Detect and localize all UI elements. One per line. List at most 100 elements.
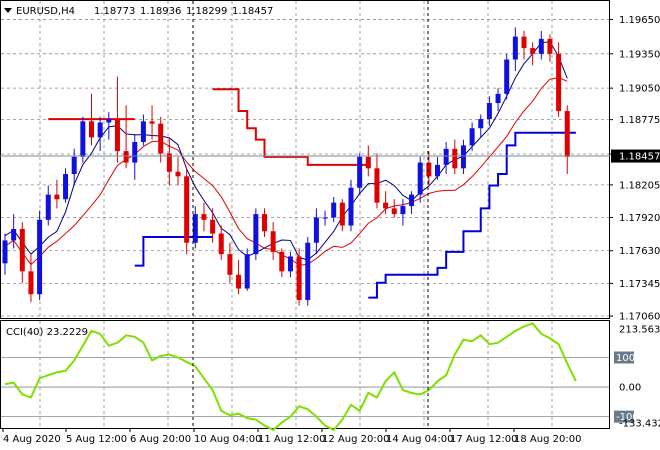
candle-body <box>2 240 8 264</box>
close-value: 1.18457 <box>232 6 273 17</box>
current-price-tag <box>611 149 660 163</box>
cci-tick-label: -100 <box>616 412 639 423</box>
candle-body <box>409 194 415 207</box>
candle-body <box>97 122 103 138</box>
candle-body <box>253 214 259 255</box>
price-tick-label: 1.17060 <box>619 312 660 323</box>
high-value: 1.18936 <box>140 6 181 17</box>
cci-line <box>4 322 577 432</box>
candle-body <box>19 228 25 272</box>
cci-pane[interactable] <box>0 320 610 429</box>
candle-body <box>227 254 233 275</box>
candle-body <box>114 119 120 152</box>
candle-body <box>486 103 492 120</box>
time-tick-label: 18 Aug 20:00 <box>514 434 581 445</box>
candle-body <box>166 153 172 172</box>
candle-body <box>530 48 536 54</box>
time-tick-label: 5 Aug 12:00 <box>66 434 127 445</box>
candle-body <box>192 214 198 243</box>
collapse-arrow-icon[interactable] <box>4 8 12 13</box>
candle-body <box>210 219 216 234</box>
candle-body <box>184 176 190 243</box>
price-tick-label: 1.19350 <box>619 49 660 60</box>
candle-body <box>322 217 328 219</box>
candle-body <box>305 242 311 300</box>
stop-up-line <box>134 235 213 267</box>
candle-body <box>504 59 510 94</box>
candles <box>2 27 570 306</box>
open-value: 1.18773 <box>94 6 135 17</box>
candle-body <box>45 194 51 220</box>
time-axis[interactable]: 4 Aug 2020 5 Aug 12:00 6 Aug 20:00 10 Aug 0… <box>2 428 581 445</box>
candle-body <box>331 202 337 218</box>
symbol-label: EURUSD,H4 <box>16 6 75 17</box>
candle-body <box>140 121 146 142</box>
candle-body <box>452 148 458 169</box>
candle-body <box>123 151 129 163</box>
candle-body <box>538 38 544 54</box>
price-tick-label: 1.17920 <box>619 213 660 224</box>
candle-body <box>521 36 527 49</box>
time-tick-label: 17 Aug 12:00 <box>450 434 517 445</box>
candle-body <box>296 256 302 300</box>
candle-body <box>236 274 242 289</box>
candle-body <box>54 194 60 200</box>
candle-body <box>478 119 484 129</box>
candle-body <box>313 217 319 243</box>
candle-body <box>37 219 43 295</box>
candle-body <box>11 228 17 241</box>
candle-body <box>443 148 449 165</box>
stop-up-line <box>368 131 576 299</box>
candle-body <box>175 171 181 177</box>
candle-body <box>149 121 155 124</box>
candle-body <box>469 128 475 146</box>
price-tick-label: 1.17345 <box>619 279 660 290</box>
price-tick-label: 1.18205 <box>619 180 660 191</box>
candle-body <box>218 233 224 255</box>
candle-body <box>71 156 77 175</box>
candle-body <box>391 208 397 215</box>
cci-tick-label: 213.5635 <box>619 325 660 336</box>
time-tick-label: 6 Aug 20:00 <box>130 434 191 445</box>
cci-label: CCI(40) 23.2229 <box>6 327 88 338</box>
cci-tick-label: 0.00 <box>619 383 641 394</box>
price-axis[interactable]: 1.19650 1.19350 1.19050 1.18775 1.18205 1.179… <box>609 15 660 323</box>
candle-body <box>435 164 440 177</box>
time-tick-label: 11 Aug 12:00 <box>258 434 325 445</box>
price-grid <box>1 1 609 318</box>
stop-down-line <box>212 88 369 166</box>
cci-axis[interactable]: 213.5635 100 0.00 -100-133.4323 <box>614 325 660 430</box>
time-tick-label: 12 Aug 20:00 <box>322 434 389 445</box>
candle-body <box>28 271 34 295</box>
candle-body <box>564 111 570 157</box>
period-separators <box>192 1 429 428</box>
candle-body <box>201 214 207 220</box>
candle-body <box>547 38 553 54</box>
candle-body <box>270 231 276 252</box>
candle-body <box>63 174 69 200</box>
current-price-tag-text: 1.18457 <box>619 152 660 163</box>
candle-body <box>89 121 94 138</box>
candle-body <box>383 202 389 209</box>
candle-body <box>374 168 380 203</box>
price-tick-label: 1.19050 <box>619 84 660 95</box>
candle-body <box>495 93 501 104</box>
cci-level-tag <box>614 410 634 423</box>
price-pane[interactable] <box>0 0 610 319</box>
low-value: 1.18299 <box>186 6 227 17</box>
candle-body <box>106 119 112 123</box>
cci-levels <box>1 357 609 418</box>
candle-body <box>287 256 293 272</box>
price-tick-label: 1.19650 <box>619 15 660 26</box>
cci-series <box>4 322 577 432</box>
cci-level-tag <box>614 351 634 364</box>
time-tick-label: 10 Aug 04:00 <box>194 434 261 445</box>
candle-body <box>339 202 345 226</box>
candle-body <box>400 206 406 215</box>
cci-tick-label: -133.4323 <box>619 419 660 430</box>
ma-slow-line <box>4 76 568 266</box>
candle-body <box>80 121 86 157</box>
candle-body <box>158 123 164 154</box>
price-tick-label: 1.17630 <box>619 246 660 257</box>
